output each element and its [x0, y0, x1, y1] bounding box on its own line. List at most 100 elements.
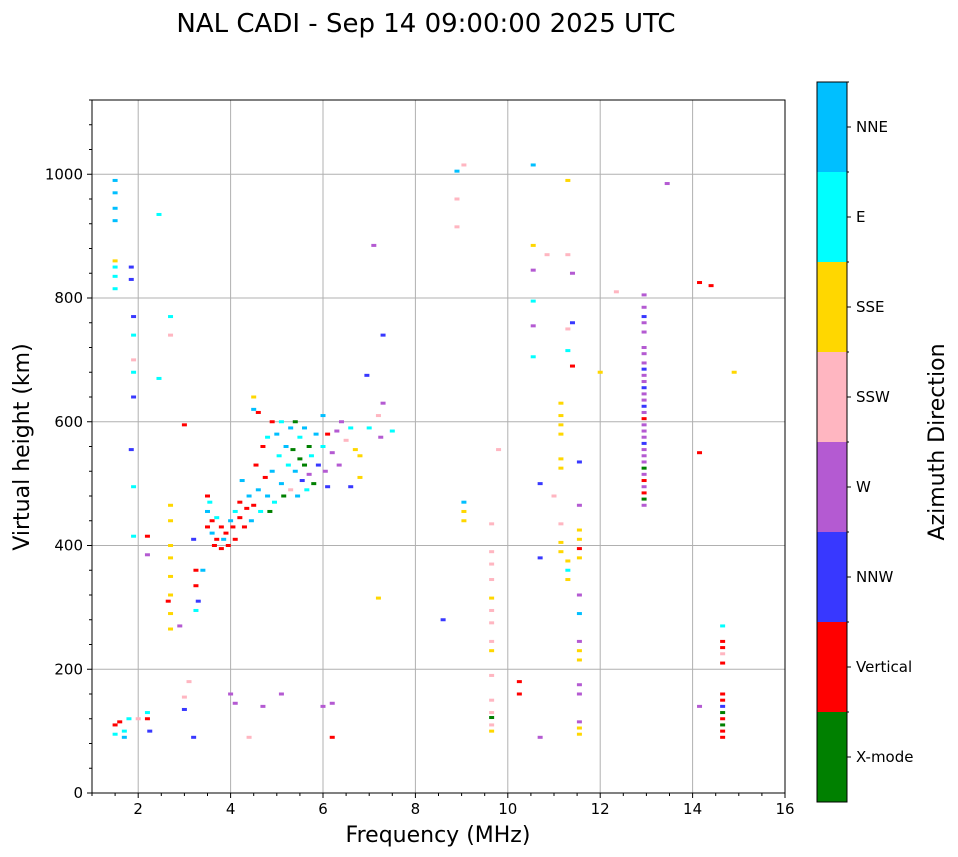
data-point: [200, 568, 206, 572]
data-point: [228, 519, 234, 523]
data-point: [131, 370, 137, 374]
data-point: [576, 683, 582, 687]
data-point: [131, 358, 137, 362]
data-points: [112, 163, 737, 739]
data-point: [121, 735, 127, 739]
data-point: [565, 568, 571, 572]
data-point: [181, 707, 187, 711]
data-point: [366, 426, 372, 430]
data-point: [278, 420, 284, 424]
data-point: [565, 578, 571, 582]
data-point: [168, 519, 174, 523]
data-point: [641, 321, 647, 325]
data-point: [708, 284, 714, 288]
data-point: [230, 525, 236, 529]
data-point: [191, 735, 197, 739]
x-tick-label: 12: [591, 800, 610, 818]
data-point: [641, 491, 647, 495]
data-point: [131, 315, 137, 319]
colorbar-segment: [817, 712, 847, 802]
data-point: [168, 503, 174, 507]
x-tick-label: 8: [411, 800, 421, 818]
data-point: [225, 544, 231, 547]
data-point: [304, 488, 310, 492]
data-point: [232, 509, 238, 513]
data-point: [112, 287, 118, 291]
data-point: [253, 463, 259, 467]
data-point: [489, 562, 495, 566]
data-point: [551, 494, 557, 498]
data-point: [720, 729, 726, 733]
data-point: [357, 475, 363, 479]
data-point: [246, 735, 252, 739]
data-point: [641, 466, 647, 470]
data-point: [558, 457, 564, 461]
data-point: [565, 559, 571, 563]
data-point: [278, 482, 284, 486]
data-point: [288, 488, 294, 492]
data-point: [144, 553, 150, 557]
data-point: [697, 704, 703, 708]
data-point: [489, 711, 495, 715]
data-point: [489, 550, 495, 554]
data-point: [251, 407, 257, 411]
data-point: [576, 556, 582, 560]
data-point: [320, 704, 326, 708]
data-point: [576, 692, 582, 696]
data-point: [258, 509, 264, 513]
data-point: [214, 537, 220, 541]
data-point: [371, 243, 377, 247]
data-point: [641, 367, 647, 371]
data-point: [322, 469, 328, 473]
data-point: [168, 556, 174, 560]
data-point: [641, 435, 647, 439]
data-point: [530, 299, 536, 303]
data-point: [565, 327, 571, 331]
data-point: [720, 692, 726, 696]
data-point: [537, 482, 543, 486]
data-point: [489, 596, 495, 600]
data-point: [489, 673, 495, 677]
data-point: [117, 720, 123, 724]
data-point: [325, 485, 331, 489]
data-point: [558, 550, 564, 554]
data-point: [260, 704, 266, 708]
data-point: [156, 212, 162, 216]
data-point: [251, 503, 257, 507]
data-point: [112, 219, 118, 223]
data-point: [454, 169, 460, 173]
data-point: [168, 593, 174, 597]
data-point: [375, 414, 381, 418]
data-point: [165, 599, 171, 603]
data-point: [641, 423, 647, 427]
data-point: [128, 277, 134, 281]
colorbar-segment: [817, 262, 847, 352]
colorbar: X-mode Vertical NNW W SSW SSE E NNE: [816, 81, 913, 803]
data-point: [260, 445, 266, 448]
data-point: [147, 729, 153, 733]
data-point: [193, 584, 199, 588]
data-point: [295, 494, 301, 498]
data-point: [126, 717, 132, 721]
data-point: [530, 243, 536, 247]
data-point: [267, 509, 273, 513]
data-point: [218, 525, 224, 529]
data-point: [565, 178, 571, 182]
data-point: [489, 649, 495, 653]
y-axis-label: Virtual height (km): [10, 343, 35, 550]
colorbar-tick-label: W: [856, 478, 871, 496]
colorbar-tick-label: SSW: [856, 388, 890, 406]
data-point: [205, 525, 210, 529]
x-tick-label: 16: [775, 800, 794, 818]
data-point: [641, 479, 647, 483]
data-point: [306, 472, 312, 476]
data-point: [489, 723, 495, 727]
data-point: [731, 370, 737, 374]
data-point: [489, 716, 495, 720]
data-point: [241, 525, 247, 529]
data-point: [320, 445, 326, 448]
data-point: [461, 509, 467, 513]
y-tick-label: 600: [54, 413, 83, 431]
data-point: [454, 197, 460, 201]
